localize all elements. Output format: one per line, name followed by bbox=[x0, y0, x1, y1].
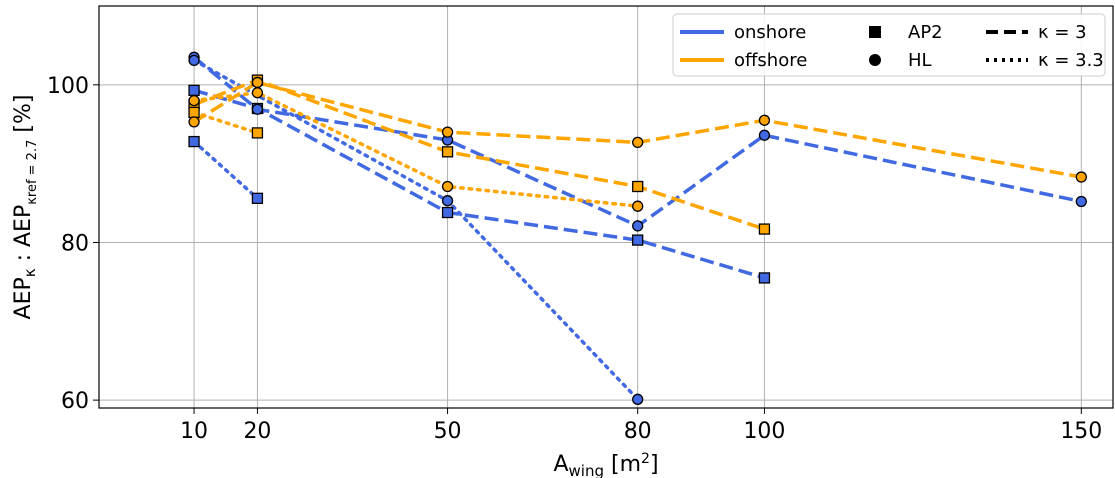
data-point-square bbox=[251, 192, 264, 204]
legend-marker-square bbox=[869, 26, 881, 38]
data-point-circle bbox=[441, 126, 454, 138]
legend-label: onshore bbox=[734, 22, 806, 43]
series-line-onshore-AP2-3 bbox=[193, 88, 765, 280]
series-line-offshore-HL-3 bbox=[193, 80, 1082, 179]
data-point-circle bbox=[1075, 195, 1087, 208]
series-line-onshore-AP2-3.3 bbox=[192, 139, 260, 201]
y-tick-label: 60 bbox=[61, 389, 89, 414]
data-point-square bbox=[188, 84, 200, 96]
legend-marker-circle bbox=[869, 54, 881, 66]
data-point-square bbox=[251, 127, 264, 139]
data-point-circle bbox=[632, 200, 644, 212]
data-point-circle bbox=[251, 87, 264, 99]
data-point-circle bbox=[758, 129, 771, 141]
data-point-circle bbox=[441, 180, 454, 193]
data-point-circle bbox=[251, 103, 264, 115]
data-point-circle bbox=[188, 54, 200, 67]
legend-label: offshore bbox=[734, 50, 807, 71]
data-point-circle bbox=[1075, 171, 1087, 183]
legend-label: HL bbox=[908, 50, 932, 71]
x-tick-label: 50 bbox=[434, 419, 462, 444]
data-point-circle bbox=[758, 114, 771, 126]
data-point-square bbox=[632, 180, 644, 193]
series-line-offshore-HL-3.3 bbox=[192, 90, 640, 208]
x-tick-label: 20 bbox=[243, 419, 271, 444]
data-point-square bbox=[188, 106, 200, 119]
data-point-circle bbox=[632, 136, 644, 149]
data-point-circle bbox=[251, 76, 264, 89]
y-tick-label: 100 bbox=[47, 74, 89, 99]
ticks: 10 20 50 80 100 150 60 80 100 bbox=[47, 74, 1102, 444]
x-tick-label: 100 bbox=[743, 419, 785, 444]
data-point-square bbox=[758, 223, 771, 235]
data-point-square bbox=[441, 206, 454, 219]
data-point-circle bbox=[632, 220, 644, 232]
y-tick-label: 80 bbox=[61, 231, 89, 256]
y-axis-label: AEPκ : AEPκref = 2.7 [%] bbox=[11, 95, 40, 320]
x-tick-label: 150 bbox=[1060, 419, 1102, 444]
legend: onshore offshore AP2 HL κ = 3 κ = 3.3 bbox=[672, 13, 1106, 77]
x-tick-label: 80 bbox=[624, 419, 652, 444]
legend-label: AP2 bbox=[908, 22, 943, 43]
legend-label: κ = 3 bbox=[1038, 22, 1087, 43]
marker-layer bbox=[188, 51, 1087, 405]
data-point-circle bbox=[441, 195, 454, 207]
x-axis-label: Awing [m2] bbox=[553, 451, 658, 478]
x-tick-label: 10 bbox=[180, 419, 208, 444]
data-point-circle bbox=[188, 94, 200, 107]
plot-frame bbox=[98, 5, 1114, 409]
data-point-square bbox=[758, 272, 771, 284]
data-point-circle bbox=[188, 116, 200, 128]
series-line-onshore-HL-3 bbox=[192, 55, 1082, 228]
data-point-square bbox=[632, 234, 644, 246]
data-point-square bbox=[188, 135, 200, 148]
data-point-square bbox=[441, 146, 454, 158]
legend-label: κ = 3.3 bbox=[1038, 50, 1104, 71]
data-point-circle bbox=[632, 393, 644, 405]
